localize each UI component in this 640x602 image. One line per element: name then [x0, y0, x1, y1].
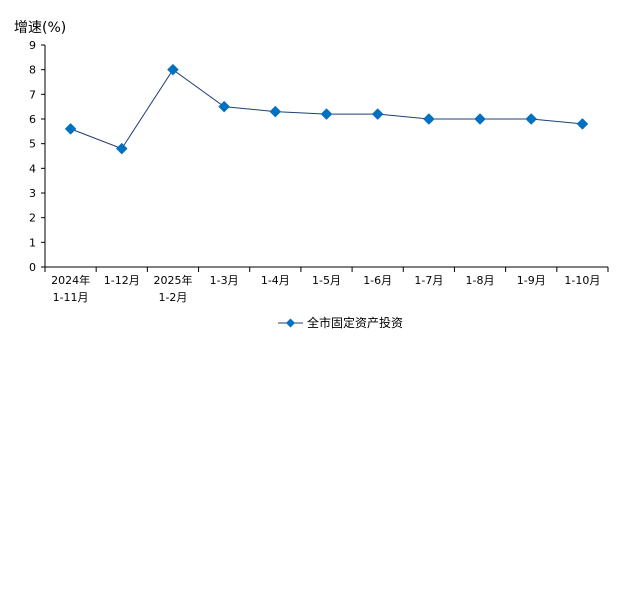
series-layer	[64, 63, 589, 155]
legend: 全市固定资产投资	[278, 315, 403, 330]
x-tick-label-line: 2024年	[51, 273, 90, 287]
x-tick-label-line: 1-8月	[466, 274, 495, 287]
y-tick-label: 7	[29, 88, 36, 101]
x-tick-label-line: 1-6月	[363, 274, 392, 287]
x-tick-label: 1-4月	[261, 274, 290, 287]
x-tick-label-line: 1-12月	[104, 274, 140, 287]
data-point-marker	[218, 100, 230, 113]
x-tick-label-line: 1-10月	[564, 274, 600, 287]
y-tick-label: 2	[29, 212, 36, 225]
data-point-marker	[269, 105, 282, 118]
x-tick-label-line: 1-5月	[312, 274, 341, 287]
data-point-marker	[474, 113, 486, 125]
x-tick-label: 1-9月	[517, 274, 546, 287]
axes	[41, 44, 609, 272]
x-tick-label: 2024年 1-11月	[51, 273, 90, 304]
x-tick-label-line: 1-9月	[517, 274, 546, 287]
x-tick-label-line: 1-4月	[261, 274, 290, 287]
data-point-marker	[115, 142, 128, 155]
data-point-marker	[320, 108, 333, 120]
x-tick-label-line: 1-7月	[414, 274, 443, 287]
x-tick-label: 2025年 1-2月	[153, 273, 192, 304]
x-tick-label-line: 1-2月	[158, 291, 187, 304]
y-tick-labels: 0 1 2 3 4 5 6 7 8 9	[29, 39, 36, 274]
data-point-marker	[423, 113, 435, 125]
y-axis-label: 增速(%)	[14, 20, 66, 36]
legend-marker	[286, 318, 295, 328]
data-point-marker	[525, 113, 538, 125]
y-tick-label: 8	[29, 64, 36, 77]
x-tick-label: 1-3月	[210, 274, 239, 287]
y-tick-label: 1	[29, 236, 36, 249]
y-tick-label: 0	[29, 261, 36, 274]
x-tick-label-line: 1-11月	[53, 291, 89, 304]
data-point-marker	[64, 123, 77, 135]
data-point-marker	[576, 118, 589, 130]
y-tick-label: 5	[29, 138, 36, 151]
x-tick-label: 1-10月	[564, 274, 600, 287]
y-tick-label: 6	[29, 113, 36, 126]
x-tick-label: 1-6月	[363, 274, 392, 287]
y-tick-label: 3	[29, 187, 36, 200]
legend-label: 全市固定资产投资	[307, 315, 403, 330]
x-tick-label-line: 1-3月	[210, 274, 239, 287]
x-tick-label: 1-5月	[312, 274, 341, 287]
x-tick-label: 1-7月	[414, 274, 443, 287]
x-tick-labels: 2024年 1-11月 1-12月 2025年 1-2月 1-3月 1-4月 1-5月 1-6月…	[51, 273, 600, 304]
x-tick-label: 1-12月	[104, 274, 140, 287]
y-tick-label: 4	[29, 162, 36, 175]
data-point-marker	[371, 108, 384, 120]
data-point-marker	[167, 63, 179, 76]
x-tick-label-line: 2025年	[153, 273, 192, 287]
x-tick-label: 1-8月	[466, 274, 495, 287]
y-tick-label: 9	[29, 39, 36, 52]
